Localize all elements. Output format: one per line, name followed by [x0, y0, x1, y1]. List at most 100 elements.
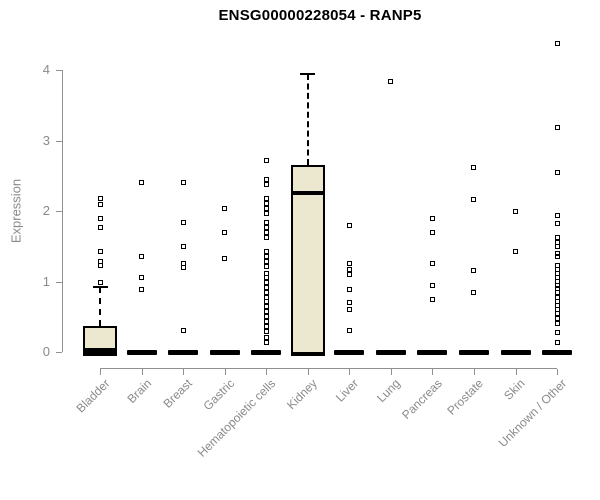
whisker-kidney	[306, 73, 309, 166]
outlier-point	[263, 309, 269, 315]
outlier-point	[554, 254, 560, 260]
chart-title: ENSG00000228054 - RANP5	[218, 7, 422, 24]
x-tick-label-prostate: Prostate	[444, 376, 487, 418]
outlier-point	[554, 330, 560, 336]
outlier-point	[554, 124, 560, 130]
outlier-point	[388, 78, 394, 84]
y-tick-label: 4	[42, 62, 50, 77]
y-tick	[56, 70, 62, 71]
outlier-point	[97, 215, 103, 221]
outlier-point	[263, 177, 269, 183]
outlier-point	[346, 307, 352, 313]
x-tick	[141, 369, 143, 375]
x-tick	[557, 369, 559, 375]
outlier-point	[263, 334, 269, 340]
outlier-point	[346, 300, 352, 306]
outlier-point	[263, 157, 269, 163]
whisker-bladder	[99, 287, 101, 326]
outlier-point	[139, 274, 145, 280]
whisker-cap-kidney	[300, 72, 316, 75]
outlier-point	[554, 170, 560, 176]
outlier-point	[180, 327, 186, 333]
outlier-point	[554, 40, 560, 46]
outlier-point	[97, 202, 103, 208]
median-line-bladder	[84, 347, 116, 352]
y-tick	[56, 281, 62, 283]
outlier-point	[263, 230, 269, 236]
outlier-point	[471, 267, 477, 273]
zero-bar-gastric	[209, 350, 240, 355]
outlier-point	[263, 304, 269, 310]
zero-bar-pancreas	[417, 350, 448, 355]
outlier-point	[263, 329, 269, 335]
y-tick-label: 0	[42, 344, 50, 359]
outlier-point	[263, 314, 269, 320]
x-tick	[183, 369, 185, 375]
outlier-point	[346, 287, 352, 293]
outlier-point	[97, 263, 103, 269]
boxplot-box-kidney	[290, 165, 325, 356]
outlier-point	[97, 195, 103, 201]
zero-bar-hematopoietic-cells	[251, 350, 282, 355]
outlier-point	[263, 264, 269, 270]
outlier-point	[180, 220, 186, 226]
outlier-point	[263, 339, 269, 345]
x-tick-label-pancreas: Pancreas	[398, 376, 445, 423]
x-tick	[224, 369, 226, 375]
outlier-point	[346, 260, 352, 266]
x-tick-label-lung: Lung	[374, 376, 404, 406]
outlier-point	[346, 267, 352, 272]
outlier-point	[554, 339, 560, 345]
outlier-point	[263, 284, 269, 290]
outlier-point	[513, 249, 518, 255]
outlier-point	[346, 222, 352, 228]
median-line-kidney	[291, 191, 324, 196]
whisker-cap-bladder	[92, 286, 108, 289]
y-tick	[56, 140, 62, 142]
zero-bar-lung	[375, 350, 406, 355]
outlier-point	[554, 243, 560, 249]
outlier-point	[263, 259, 269, 265]
y-axis-label: Expression	[8, 178, 24, 244]
x-tick-label-bladder: Bladder	[73, 376, 113, 416]
x-tick	[349, 369, 351, 375]
outlier-point	[513, 209, 518, 215]
x-tick	[515, 369, 517, 375]
outlier-point	[263, 289, 269, 295]
outlier-point	[263, 249, 269, 255]
outlier-point	[346, 327, 352, 333]
outlier-point	[554, 212, 560, 218]
x-tick-label-skin: Skin	[501, 376, 528, 403]
outlier-point	[471, 290, 477, 296]
y-tick-label: 2	[42, 203, 50, 218]
outlier-point	[263, 319, 269, 325]
y-tick	[56, 211, 62, 212]
y-tick-label: 3	[42, 132, 50, 148]
y-axis-line	[62, 70, 63, 352]
outlier-point	[222, 205, 228, 211]
y-tick-label: 1	[42, 273, 50, 289]
outlier-point	[97, 249, 103, 255]
x-tick-label-hematopoietic-cells: Hematopoietic cells	[194, 376, 279, 460]
x-tick	[307, 369, 309, 375]
x-tick	[473, 369, 475, 375]
outlier-point	[429, 297, 435, 303]
outlier-point	[180, 243, 186, 249]
x-tick	[266, 369, 268, 375]
outlier-point	[263, 210, 269, 216]
outlier-point	[429, 215, 435, 221]
outlier-point	[346, 271, 352, 277]
zero-bar-brain	[126, 350, 157, 355]
zero-bar-prostate	[458, 350, 489, 355]
outlier-point	[222, 230, 228, 236]
outlier-point	[180, 264, 186, 270]
x-tick-label-brain: Brain	[124, 376, 154, 407]
outlier-point	[263, 220, 269, 226]
zero-bar-unknown-other	[542, 350, 573, 355]
outlier-point	[263, 299, 269, 305]
outlier-point	[429, 230, 435, 236]
outlier-point	[263, 200, 269, 206]
outlier-point	[554, 320, 560, 326]
outlier-point	[263, 195, 269, 201]
outlier-point	[97, 280, 103, 286]
